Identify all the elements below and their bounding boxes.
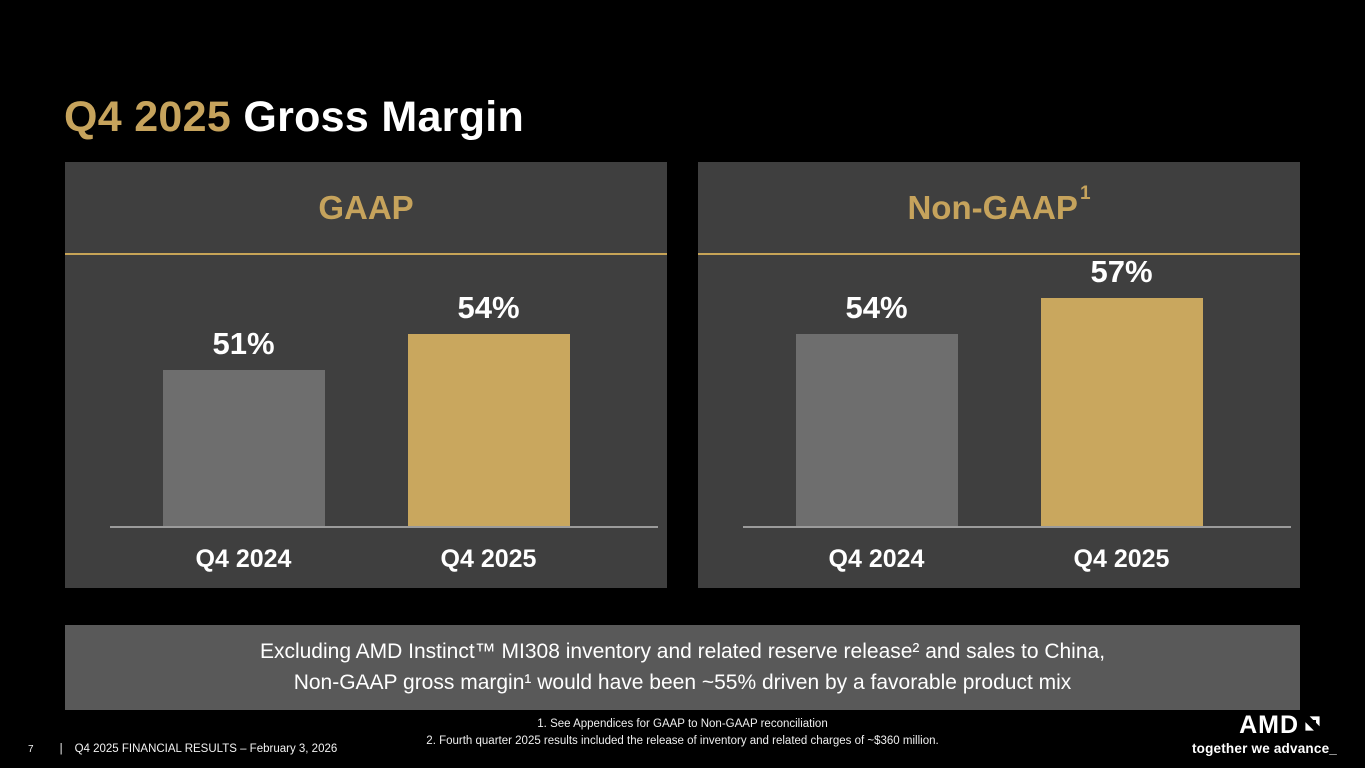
- non-gaap-bar-group-q4-2025: 57%: [1040, 254, 1203, 526]
- non-gaap-value-label-q4-2025: 57%: [1090, 254, 1153, 289]
- callout-box: Excluding AMD Instinct™ MI308 inventory …: [65, 625, 1300, 710]
- gaap-bar-group-q4-2024: 51%: [162, 326, 325, 526]
- footnote-2: 2. Fourth quarter 2025 results included …: [426, 735, 939, 748]
- non-gaap-panel-header: Non-GAAP 1: [698, 162, 1300, 255]
- gaap-chart-area: 51% 54% Q4 2024 Q4 2025: [65, 255, 667, 588]
- non-gaap-bar-q4-2025: [1040, 298, 1203, 526]
- gaap-category-q4-2025: Q4 2025: [440, 544, 537, 573]
- gaap-axis-baseline: [110, 526, 658, 528]
- callout-line-1: Excluding AMD Instinct™ MI308 inventory …: [259, 639, 1106, 663]
- gaap-panel-header: GAAP: [65, 162, 667, 255]
- footnote-1: 1. See Appendices for GAAP to Non-GAAP r…: [537, 718, 828, 730]
- page-title-rest: Gross Margin: [231, 92, 525, 141]
- non-gaap-title-superscript: 1: [1079, 182, 1091, 204]
- non-gaap-panel-title: Non-GAAP: [907, 188, 1078, 226]
- amd-logo: AMD: [1239, 713, 1321, 738]
- gaap-panel-title: GAAP: [318, 188, 414, 226]
- gaap-chart-panel: GAAP 51% 54% Q4 2024 Q4 2025: [65, 162, 667, 588]
- footer-divider: |: [59, 743, 63, 755]
- gaap-value-label-q4-2024: 51%: [212, 326, 275, 361]
- amd-arrow-icon: [1304, 715, 1321, 737]
- gaap-category-labels: Q4 2024 Q4 2025: [65, 530, 667, 588]
- non-gaap-chart-area: 54% 57% Q4 2024 Q4 2025: [698, 254, 1300, 588]
- page-title-accent: Q4 2025: [64, 92, 232, 141]
- gaap-bar-q4-2025: [407, 334, 570, 526]
- gaap-bars-row: 51% 54%: [65, 290, 667, 526]
- non-gaap-category-labels: Q4 2024 Q4 2025: [698, 530, 1300, 588]
- non-gaap-bars-row: 54% 57%: [698, 254, 1300, 526]
- non-gaap-axis-baseline: [743, 526, 1291, 528]
- page-title: Q4 2025 Gross Margin: [64, 93, 524, 142]
- gaap-category-q4-2024: Q4 2024: [195, 544, 292, 573]
- gaap-value-label-q4-2025: 54%: [457, 290, 520, 325]
- page-number: 7: [28, 743, 34, 755]
- footer: 7 | Q4 2025 FINANCIAL RESULTS – February…: [28, 743, 337, 755]
- gaap-bar-q4-2024: [162, 370, 325, 526]
- non-gaap-value-label-q4-2024: 54%: [845, 290, 908, 325]
- brand-tagline: together we advance_: [1191, 741, 1337, 756]
- non-gaap-category-q4-2025: Q4 2025: [1073, 544, 1170, 573]
- amd-logo-text: AMD: [1239, 711, 1299, 739]
- gaap-bar-group-q4-2025: 54%: [407, 290, 570, 526]
- footnotes: 1. See Appendices for GAAP to Non-GAAP r…: [0, 716, 1365, 751]
- non-gaap-bar-group-q4-2024: 54%: [795, 290, 958, 526]
- callout-line-2: Non-GAAP gross margin¹ would have been ~…: [293, 671, 1072, 694]
- footer-text: Q4 2025 FINANCIAL RESULTS – February 3, …: [74, 743, 338, 755]
- brand-block: AMD together we advance_: [1191, 713, 1337, 757]
- non-gaap-category-q4-2024: Q4 2024: [828, 544, 925, 573]
- non-gaap-chart-panel: Non-GAAP 1 54% 57% Q4 2024 Q4 2025: [698, 162, 1300, 588]
- non-gaap-bar-q4-2024: [795, 334, 958, 526]
